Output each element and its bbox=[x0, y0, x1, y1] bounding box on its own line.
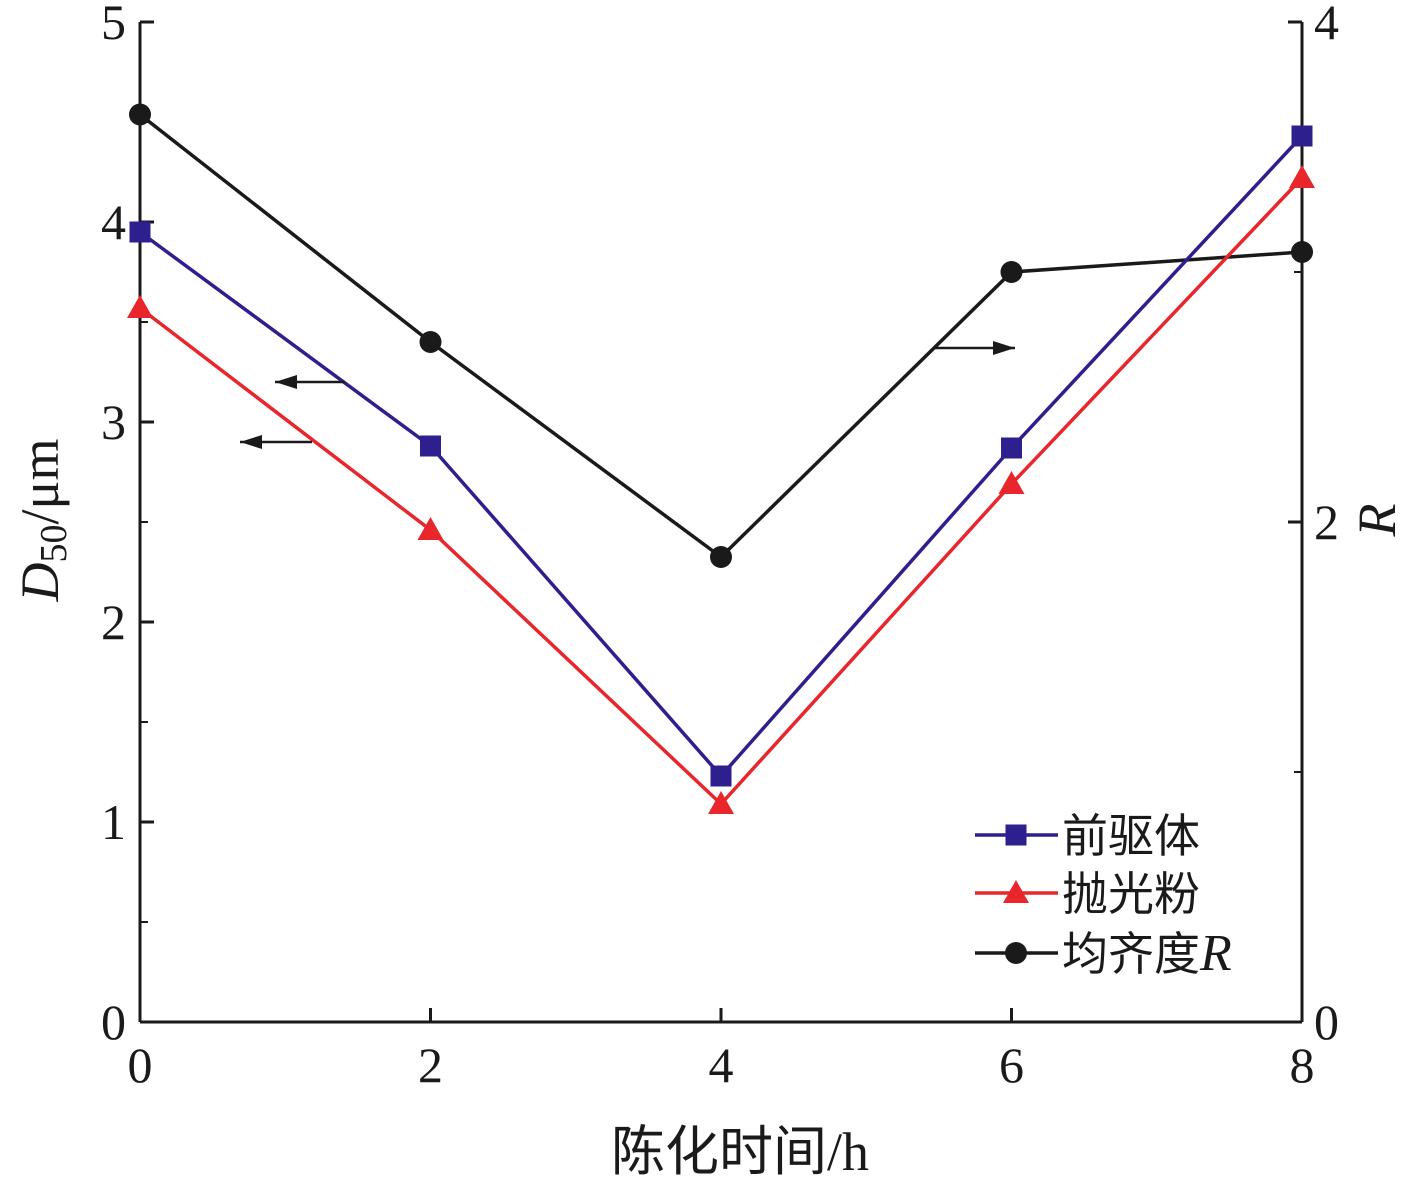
x-tick-label-1: 2 bbox=[418, 1037, 443, 1093]
arrow-polishing-head bbox=[240, 435, 262, 449]
y-left-tick-label-1: 1 bbox=[101, 794, 126, 850]
series-line-0 bbox=[138, 134, 1304, 779]
legend-label-text-1: 抛光粉 bbox=[1062, 867, 1200, 921]
series-1-point-4 bbox=[1289, 165, 1315, 188]
legend-marker-0 bbox=[1005, 824, 1027, 846]
arrow-uniformity-head bbox=[993, 341, 1015, 355]
y-left-tick-label-4: 4 bbox=[101, 194, 126, 250]
series-1-point-3 bbox=[998, 471, 1025, 494]
y-left-axis-title: D50/μm bbox=[10, 439, 75, 603]
series-2-point-1 bbox=[419, 331, 442, 353]
series-0-point-2 bbox=[710, 765, 732, 787]
legend-label-italic-2: R bbox=[1199, 925, 1232, 982]
series-0-point-1 bbox=[420, 435, 441, 457]
y-left-tick-label-0: 0 bbox=[101, 994, 126, 1050]
y-right-tick-label-1: 2 bbox=[1314, 494, 1339, 550]
y-left-title-main: D bbox=[10, 562, 70, 602]
series-1-point-0 bbox=[127, 295, 153, 318]
y-left-tick-label-2: 2 bbox=[101, 594, 126, 650]
series-1 bbox=[127, 165, 1315, 814]
x-tick-label-3: 6 bbox=[999, 1037, 1024, 1093]
legend-marker-2 bbox=[1005, 942, 1027, 964]
legend-label-2: 均齐度R bbox=[1062, 925, 1232, 982]
series-2-point-2 bbox=[710, 546, 732, 568]
legend-label-0: 前驱体 bbox=[1062, 809, 1200, 863]
arrow-uniformity bbox=[935, 341, 1015, 355]
y-left-title-rest: /μm bbox=[10, 439, 70, 525]
series-2-point-4 bbox=[1291, 241, 1313, 263]
arrow-precursor-head bbox=[275, 375, 297, 389]
series-0-point-0 bbox=[129, 221, 151, 243]
x-axis-title: 陈化时间/h bbox=[611, 1122, 869, 1181]
y-left-tick-label-5: 5 bbox=[101, 0, 126, 50]
series-0-point-4 bbox=[1291, 125, 1313, 147]
y-left-title-sub: 50 bbox=[33, 524, 75, 562]
y-right-axis-title: R bbox=[1347, 504, 1407, 538]
x-tick-label-4: 8 bbox=[1290, 1037, 1315, 1093]
series-1-point-1 bbox=[417, 517, 444, 540]
legend-item-1: 抛光粉 bbox=[975, 867, 1200, 921]
series-0-point-3 bbox=[1001, 437, 1022, 459]
legend-label-1: 抛光粉 bbox=[1062, 867, 1200, 921]
arrow-polishing bbox=[240, 435, 312, 449]
series-0 bbox=[129, 125, 1313, 787]
series-1-point-2 bbox=[708, 791, 734, 814]
y-left-tick-label-3: 3 bbox=[101, 394, 126, 450]
legend-label-text-0: 前驱体 bbox=[1062, 809, 1200, 863]
x-tick-label-2: 4 bbox=[709, 1037, 734, 1093]
series-line-2 bbox=[138, 113, 1303, 560]
series-2-point-3 bbox=[1000, 261, 1023, 283]
annotation-layer bbox=[240, 341, 1015, 449]
y-right-tick-label-2: 4 bbox=[1314, 0, 1339, 50]
arrow-precursor bbox=[275, 375, 345, 389]
series-layer bbox=[127, 103, 1315, 814]
series-2-point-0 bbox=[129, 103, 151, 126]
y-right-tick-label-0: 0 bbox=[1314, 994, 1339, 1050]
x-tick-label-0: 0 bbox=[128, 1037, 153, 1093]
series-2 bbox=[129, 103, 1313, 568]
legend-marker-1 bbox=[1003, 880, 1029, 903]
legend-item-0: 前驱体 bbox=[975, 809, 1200, 863]
series-line-1 bbox=[138, 176, 1304, 807]
legend-item-2: 均齐度R bbox=[975, 925, 1232, 982]
legend-label-text-2: 均齐度 bbox=[1062, 927, 1200, 981]
